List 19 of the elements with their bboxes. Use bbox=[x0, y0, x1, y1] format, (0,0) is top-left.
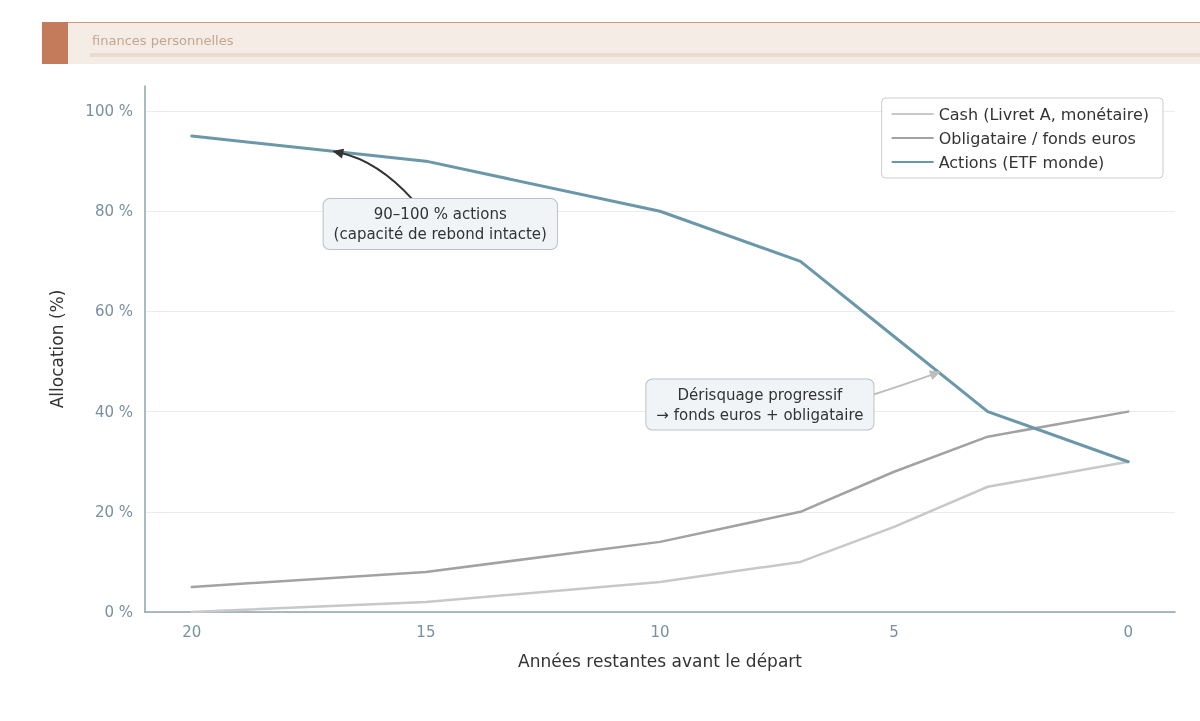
y-tick-label: 40 % bbox=[94, 402, 133, 421]
chart-subtitle: finances personnelles bbox=[92, 33, 234, 49]
legend-label: Cash (Livret A, monétaire) bbox=[938, 104, 1150, 124]
y-tick-label: 60 % bbox=[94, 302, 133, 321]
y-axis-title: Allocation (%) bbox=[46, 289, 67, 409]
y-tick-label: 80 % bbox=[94, 202, 133, 221]
y-tick-label: 0 % bbox=[104, 603, 133, 621]
legend-label: Actions (ETF monde) bbox=[938, 152, 1105, 172]
x-tick-label: 5 bbox=[889, 622, 899, 641]
annotation: Dérisquage progressif → fonds euros + obligataire bbox=[656, 385, 864, 424]
annotation: 90–100 % actions (capacité de rebond intacte) bbox=[333, 205, 547, 244]
x-tick-label: 15 bbox=[416, 622, 436, 641]
y-tick-label: 100 % bbox=[85, 102, 133, 121]
x-tick-label: 10 bbox=[650, 622, 670, 641]
x-tick-label: 20 bbox=[182, 622, 202, 641]
x-tick-label: 0 bbox=[1123, 622, 1133, 641]
x-axis-title: Années restantes avant le départ bbox=[518, 650, 803, 671]
legend-label: Obligataire / fonds euros bbox=[938, 128, 1136, 148]
y-tick-label: 20 % bbox=[94, 502, 133, 521]
